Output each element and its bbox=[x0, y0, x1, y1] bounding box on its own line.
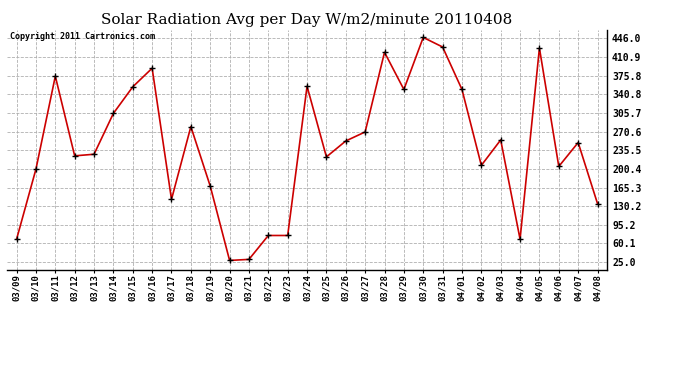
Text: Copyright 2011 Cartronics.com: Copyright 2011 Cartronics.com bbox=[10, 32, 155, 41]
Title: Solar Radiation Avg per Day W/m2/minute 20110408: Solar Radiation Avg per Day W/m2/minute … bbox=[101, 13, 513, 27]
